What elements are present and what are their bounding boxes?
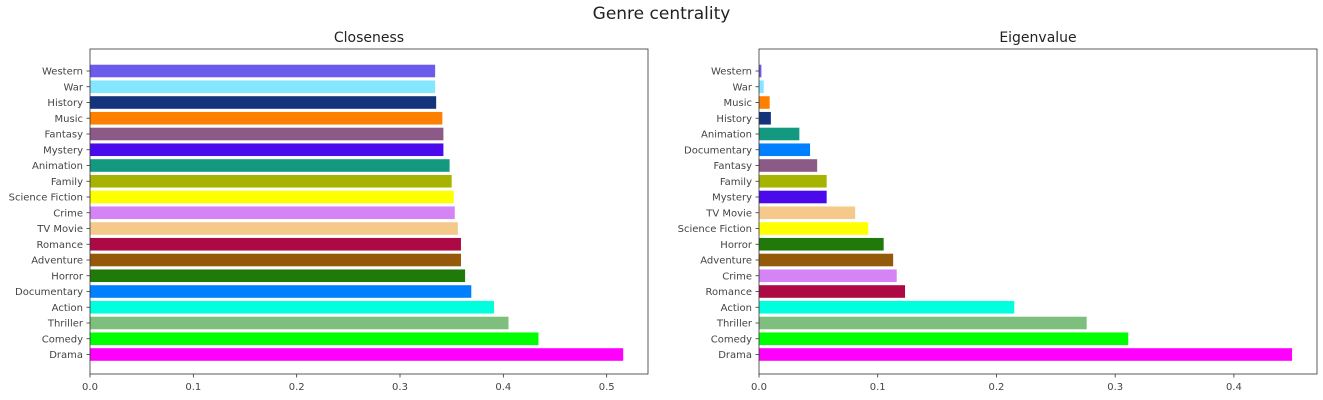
eigenvalue-bar bbox=[759, 80, 764, 94]
eigenvalue-category-label: Music bbox=[724, 98, 752, 109]
eigenvalue-category-label: Thriller bbox=[716, 319, 753, 330]
closeness-xtick-label: 0.0 bbox=[82, 382, 98, 393]
closeness-bar bbox=[90, 332, 539, 346]
closeness-category-label: Drama bbox=[49, 350, 83, 361]
closeness-category-label: Music bbox=[55, 114, 83, 125]
eigenvalue-category-label: Romance bbox=[706, 287, 752, 298]
closeness-xtick-label: 0.4 bbox=[495, 382, 511, 393]
eigenvalue-xtick-label: 0.3 bbox=[1107, 382, 1123, 393]
closeness-category-label: Animation bbox=[32, 161, 83, 172]
closeness-bar bbox=[90, 206, 455, 220]
closeness-axes-frame bbox=[89, 48, 649, 375]
eigenvalue-bar bbox=[759, 316, 1087, 330]
eigenvalue-category-label: Western bbox=[711, 67, 752, 78]
closeness-category-label: Romance bbox=[37, 240, 83, 251]
eigenvalue-bar bbox=[759, 159, 818, 172]
eigenvalue-category-label: Documentary bbox=[684, 145, 752, 156]
closeness-bar bbox=[90, 269, 466, 283]
closeness-bar bbox=[90, 174, 452, 188]
eigenvalue-category-label: Mystery bbox=[712, 193, 752, 204]
closeness-bar bbox=[90, 190, 454, 204]
eigenvalue-category-label: Science Fiction bbox=[678, 224, 752, 235]
eigenvalue-chart-title: Eigenvalue bbox=[999, 30, 1077, 46]
closeness-xtick-label: 0.5 bbox=[599, 382, 615, 393]
closeness-category-label: Science Fiction bbox=[9, 193, 83, 204]
closeness-xtick-label: 0.2 bbox=[289, 382, 305, 393]
closeness-bar bbox=[90, 143, 444, 157]
eigenvalue-bar bbox=[759, 206, 856, 220]
eigenvalue-xtick-label: 0.2 bbox=[988, 382, 1004, 393]
eigenvalue-bar bbox=[759, 348, 1293, 361]
eigenvalue-bar bbox=[759, 64, 762, 78]
eigenvalue-category-label: Fantasy bbox=[714, 161, 753, 172]
closeness-category-label: Western bbox=[42, 67, 83, 78]
closeness-category-label: Documentary bbox=[15, 287, 83, 298]
eigenvalue-bar bbox=[759, 174, 827, 188]
eigenvalue-category-label: Crime bbox=[722, 271, 752, 282]
eigenvalue-category-label: Drama bbox=[718, 350, 752, 361]
closeness-bar bbox=[90, 285, 472, 298]
eigenvalue-bar bbox=[759, 332, 1129, 346]
closeness-category-label: History bbox=[47, 98, 83, 109]
eigenvalue-plot: Drama Comedy Thriller Action Romance Crime Adv… bbox=[678, 48, 1318, 393]
closeness-xtick-label: 0.3 bbox=[392, 382, 408, 393]
closeness-category-label: Crime bbox=[53, 208, 83, 219]
eigenvalue-bar bbox=[759, 237, 884, 251]
closeness-category-label: Adventure bbox=[31, 256, 83, 267]
closeness-bar bbox=[90, 316, 509, 330]
closeness-category-label: TV Movie bbox=[36, 224, 83, 235]
eigenvalue-category-label: Action bbox=[721, 303, 752, 314]
closeness-bar bbox=[90, 237, 461, 251]
eigenvalue-xtick-label: 0.1 bbox=[870, 382, 886, 393]
closeness-bar bbox=[90, 64, 436, 78]
closeness-category-label: Fantasy bbox=[45, 130, 84, 141]
eigenvalue-category-label: TV Movie bbox=[705, 208, 752, 219]
eigenvalue-bar bbox=[759, 127, 800, 141]
closeness-bar bbox=[90, 80, 436, 94]
eigenvalue-bar bbox=[759, 111, 771, 125]
eigenvalue-category-label: History bbox=[716, 114, 752, 125]
eigenvalue-category-label: Comedy bbox=[711, 334, 752, 345]
eigenvalue-bar bbox=[759, 96, 770, 109]
closeness-bar bbox=[90, 222, 458, 235]
closeness-bar bbox=[90, 159, 450, 172]
closeness-category-label: Thriller bbox=[47, 319, 84, 330]
closeness-bar bbox=[90, 96, 437, 109]
eigenvalue-category-label: War bbox=[733, 82, 753, 93]
eigenvalue-bar bbox=[759, 222, 869, 235]
eigenvalue-bar bbox=[759, 143, 811, 157]
closeness-plot: Drama Comedy Thriller Action Documentary Horr… bbox=[9, 48, 649, 393]
closeness-category-label: Horror bbox=[51, 271, 84, 282]
eigenvalue-xtick-label: 0.4 bbox=[1226, 382, 1242, 393]
eigenvalue-bar bbox=[759, 253, 894, 267]
eigenvalue-category-label: Animation bbox=[701, 130, 752, 141]
eigenvalue-bar bbox=[759, 190, 827, 204]
eigenvalue-category-label: Family bbox=[720, 177, 752, 188]
closeness-chart-title: Closeness bbox=[333, 30, 405, 46]
eigenvalue-category-label: Horror bbox=[720, 240, 753, 251]
eigenvalue-bar bbox=[759, 300, 1015, 314]
closeness-category-label: Comedy bbox=[42, 334, 83, 345]
closeness-category-label: Action bbox=[52, 303, 83, 314]
eigenvalue-axes-frame bbox=[758, 48, 1318, 375]
figure-title: Genre centrality bbox=[592, 4, 731, 24]
eigenvalue-bar bbox=[759, 285, 906, 298]
closeness-category-label: Mystery bbox=[43, 145, 83, 156]
closeness-bar bbox=[90, 300, 495, 314]
eigenvalue-xtick-label: 0.0 bbox=[751, 382, 767, 393]
closeness-bar bbox=[90, 348, 624, 361]
closeness-bar bbox=[90, 127, 444, 141]
eigenvalue-category-label: Adventure bbox=[700, 256, 752, 267]
closeness-category-label: War bbox=[64, 82, 84, 93]
closeness-bar bbox=[90, 253, 461, 267]
closeness-bar bbox=[90, 111, 443, 125]
closeness-xtick-label: 0.1 bbox=[185, 382, 201, 393]
eigenvalue-bar bbox=[759, 269, 897, 283]
closeness-category-label: Family bbox=[51, 177, 83, 188]
